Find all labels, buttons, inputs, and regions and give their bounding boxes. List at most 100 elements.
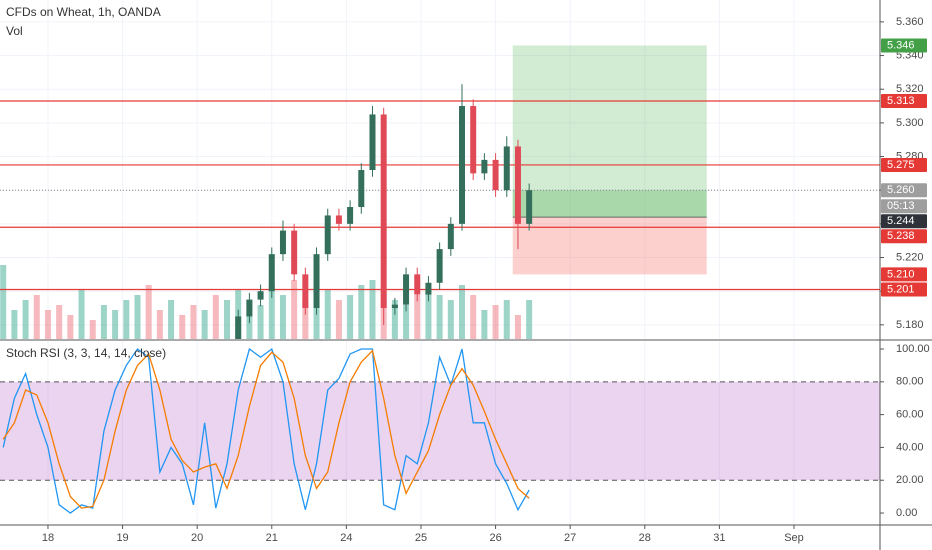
x-tick-label: 19 [116,532,128,544]
x-tick-label: 21 [266,532,278,544]
chart-title: CFDs on Wheat, 1h, OANDA [6,5,161,19]
volume-bar [268,285,275,339]
price-pane [0,0,880,339]
volume-bar [335,300,342,339]
candle-body [257,291,264,300]
price-badge [881,214,927,229]
price-badge-label: 5.210 [887,268,915,280]
y-tick-label: 5.320 [896,83,924,95]
price-badge [881,157,927,172]
indicator-pane [0,341,880,525]
volume-bar [313,305,320,339]
x-tick-label: 26 [489,532,501,544]
price-badge-label: 5.260 [887,184,915,196]
price-badge-label: 5.244 [887,215,915,227]
candle-body [246,299,253,317]
volume-bar [67,315,74,339]
volume-label: Vol [6,24,23,38]
volume-bar [481,310,488,339]
y-tick-label: 40.00 [896,441,924,453]
candle-body [291,230,298,275]
volume-bar [436,295,443,339]
candle-body [302,274,309,309]
volume-bar [123,300,130,339]
candle-body [436,249,443,283]
indicator-title: Stoch RSI (3, 3, 14, 14, close) [6,346,166,360]
candle-body [514,146,521,224]
volume-bar [112,310,119,339]
price-badge [881,267,927,282]
x-tick-label: 20 [191,532,203,544]
x-tick-label: 24 [340,532,352,544]
loss-zone [512,217,707,275]
price-badge-label: 5.313 [887,95,915,107]
axes: 18192021242526272831Sep5.1805.2005.2205.… [42,16,930,544]
volume-bar [212,295,219,339]
candle-body [403,274,410,305]
candle-body [481,159,488,174]
price-badge [881,93,927,108]
volume-bar [201,310,208,339]
y-tick-label: 60.00 [896,409,924,421]
x-tick-label: 31 [713,532,725,544]
volume-bar [56,305,63,339]
volume-bar [459,285,466,339]
x-tick-label: Sep [784,532,804,544]
volume-bar [369,280,376,339]
open-pnl-zone [512,190,707,218]
y-tick-label: 5.340 [896,49,924,61]
y-tick-label: 5.180 [896,319,924,331]
x-tick-label: 28 [639,532,651,544]
candle-body [335,215,342,224]
stoch-line [2,349,530,509]
candle-body [526,190,533,224]
volume-bar [134,295,141,339]
volume-bar [291,280,298,339]
volume-bar [324,290,331,339]
volume-bar [145,285,152,339]
price-badge-label: 5.346 [887,39,915,51]
x-tick-label: 27 [564,532,576,544]
volume-bar [168,300,175,339]
volume-bar [302,300,309,339]
candle-body [503,146,510,191]
volume-bar [447,300,454,339]
candle-body [391,304,398,309]
price-badge [881,282,927,297]
price-badge-label: 5.275 [887,159,915,171]
y-tick-label: 5.300 [896,117,924,129]
x-tick-label: 18 [42,532,54,544]
price-badge [881,183,927,198]
candle-body [459,106,466,224]
volume-bar [11,310,18,339]
volume-bar [391,300,398,339]
volume-bar [33,295,40,339]
volume-bar [403,305,410,339]
price-badge [881,38,927,53]
candle-body [425,282,432,295]
y-tick-label: 100.00 [896,343,930,355]
candle-body [492,159,499,191]
y-tick-label: 5.360 [896,16,924,28]
volume-bar [425,290,432,339]
volume-bar [279,295,286,339]
candle-body [313,254,320,309]
candle-body [235,316,242,339]
candle-body [347,207,354,224]
countdown: 05:13 [887,200,915,212]
volume-bar [470,295,477,339]
candle-body [279,230,286,255]
x-tick-label: 25 [415,532,427,544]
candle-body [358,170,365,208]
y-tick-label: 0.00 [896,507,917,519]
stoch-band [0,381,880,481]
volume-bar [89,320,96,339]
y-tick-label: 20.00 [896,474,924,486]
volume-bar [526,300,533,339]
price-badge-label: 5.201 [887,283,915,295]
volume-bar [224,300,231,339]
profit-zone [512,45,707,218]
volume-bar [190,305,197,339]
y-tick-label: 5.220 [896,251,924,263]
